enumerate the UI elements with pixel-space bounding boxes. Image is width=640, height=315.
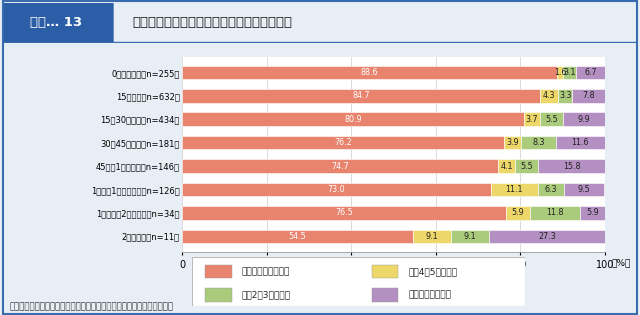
Bar [182,89,540,103]
Bar [182,183,491,196]
Bar [182,159,498,173]
Text: 9.1: 9.1 [426,232,438,241]
Bar [515,159,538,173]
Bar [540,89,558,103]
Bar [580,206,605,220]
Text: 11.8: 11.8 [547,209,564,217]
Text: 6.7: 6.7 [584,68,597,77]
Text: 週に4～5日食べる: 週に4～5日食べる [408,267,458,276]
Text: 4.1: 4.1 [500,162,513,170]
Bar [524,112,540,126]
Bar [413,230,451,243]
Text: 54.5: 54.5 [289,232,307,241]
Bar [182,112,524,126]
Text: 3.7: 3.7 [525,115,538,124]
Bar [504,136,521,149]
Text: 3.3: 3.3 [559,91,572,100]
FancyBboxPatch shape [372,265,398,278]
Text: 88.6: 88.6 [361,68,378,77]
Text: 9.1: 9.1 [464,232,477,241]
Text: 9.5: 9.5 [578,185,591,194]
Text: 15.8: 15.8 [563,162,580,170]
Text: （%）: （%） [611,259,630,268]
Text: 76.2: 76.2 [335,138,352,147]
Text: 5.5: 5.5 [520,162,533,170]
FancyBboxPatch shape [372,288,398,302]
Text: 8.3: 8.3 [532,138,545,147]
Text: 週に2～3日食べる: 週に2～3日食べる [242,290,291,299]
Bar [540,112,563,126]
Text: ほとんど毎日食べる: ほとんど毎日食べる [242,267,291,276]
Bar [572,89,605,103]
Text: 80.9: 80.9 [344,115,362,124]
Bar [538,159,605,173]
Bar [182,206,506,220]
Text: 5.9: 5.9 [586,209,599,217]
FancyBboxPatch shape [205,288,232,302]
Bar [531,206,580,220]
Text: 図表… 13: 図表… 13 [31,16,83,29]
Text: 76.5: 76.5 [335,209,353,217]
Text: 73.0: 73.0 [328,185,346,194]
Bar [451,230,490,243]
Text: 74.7: 74.7 [332,162,349,170]
Text: 3.1: 3.1 [564,68,576,77]
Text: 「片道の通勤時間」と「朝食頻度」との関係: 「片道の通勤時間」と「朝食頻度」との関係 [132,16,292,29]
Text: 6.3: 6.3 [545,185,557,194]
Bar [490,230,605,243]
Text: 3.9: 3.9 [506,138,519,147]
Bar [577,66,605,79]
Text: 84.7: 84.7 [353,91,370,100]
Text: 5.5: 5.5 [545,115,557,124]
Bar [556,136,605,149]
Bar [557,66,563,79]
Bar [182,66,557,79]
Text: 5.9: 5.9 [511,209,524,217]
Polygon shape [114,3,123,43]
Bar [498,159,515,173]
Text: 9.9: 9.9 [577,115,590,124]
Bar [506,206,531,220]
Text: 4.3: 4.3 [543,91,556,100]
FancyBboxPatch shape [3,3,114,43]
Bar [558,89,572,103]
Text: 11.1: 11.1 [506,185,523,194]
Bar [182,136,504,149]
Text: 資料：内閣府「貴育の現状と意識に関する調査」（平成２１年１２月）: 資料：内閣府「貴育の現状と意識に関する調査」（平成２１年１２月） [10,302,173,311]
FancyBboxPatch shape [205,265,232,278]
Text: ほとんど食べない: ほとんど食べない [408,290,451,299]
Bar [538,183,564,196]
Bar [564,183,604,196]
Bar [182,230,413,243]
Bar [563,112,605,126]
Text: 27.3: 27.3 [538,232,556,241]
Bar [563,66,577,79]
Bar [521,136,556,149]
Text: 7.8: 7.8 [582,91,595,100]
Text: 1.6: 1.6 [554,68,566,77]
FancyBboxPatch shape [192,257,525,306]
Bar [491,183,538,196]
Text: 11.6: 11.6 [572,138,589,147]
